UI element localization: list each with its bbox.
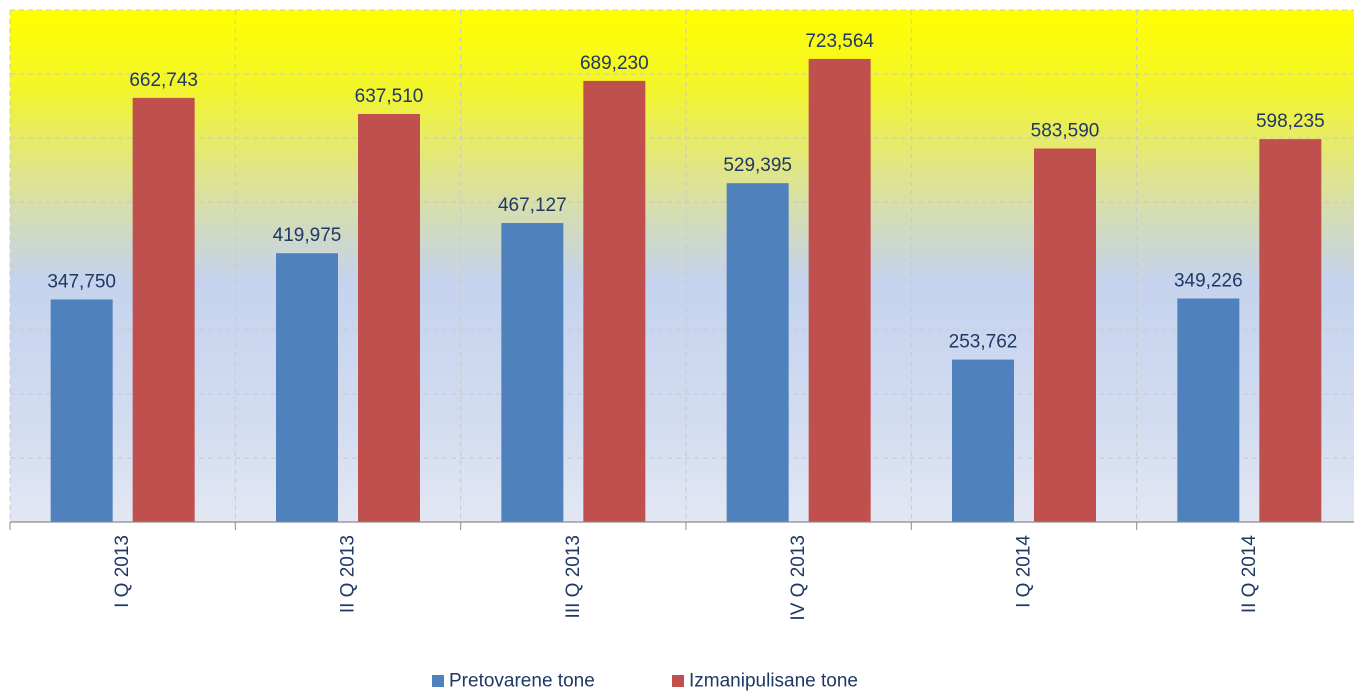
data-label: 529,395 <box>723 155 792 176</box>
bar-izmanipulisane-tone-2 <box>358 113 420 523</box>
data-label: 467,127 <box>498 195 567 216</box>
bar-pretovarene-tone-2 <box>276 253 338 522</box>
data-labels: 347,750 662,743 419,975 637,510 467,127 689,2… <box>47 31 1324 353</box>
data-label: 583,590 <box>1031 121 1100 142</box>
x-tick-label: IV Q 2013 <box>788 535 809 621</box>
x-tick-label: I Q 2013 <box>112 535 133 608</box>
data-label: 689,230 <box>580 53 649 74</box>
bar-pretovarene-tone-3 <box>501 223 564 522</box>
bar-pretovarene-tone-5 <box>952 359 1014 522</box>
data-label: 723,564 <box>805 31 874 52</box>
bar-izmanipulisane-tone-5 <box>1034 148 1096 523</box>
legend-swatch <box>432 675 444 687</box>
x-tick-label: II Q 2014 <box>1239 535 1260 614</box>
bar-izmanipulisane-tone-6 <box>1259 139 1322 523</box>
bar-pretovarene-tone-6 <box>1177 298 1240 522</box>
data-label: 662,743 <box>129 70 198 91</box>
data-label: 637,510 <box>355 86 424 107</box>
data-label: 598,235 <box>1256 111 1325 132</box>
legend-swatch <box>672 675 684 687</box>
data-label: 419,975 <box>273 225 342 246</box>
x-tick-label: II Q 2013 <box>338 535 359 613</box>
x-tick-label: I Q 2014 <box>1014 535 1035 608</box>
x-tick-label: III Q 2013 <box>563 535 584 618</box>
data-label: 349,226 <box>1174 270 1243 291</box>
bar-izmanipulisane-tone-3 <box>583 80 646 523</box>
bar-pretovarene-tone-4 <box>726 183 789 522</box>
data-label: 253,762 <box>949 332 1018 353</box>
bars <box>50 58 1322 523</box>
data-label: 347,750 <box>47 271 116 292</box>
bar-izmanipulisane-tone-4 <box>808 58 871 523</box>
x-axis: I Q 2013 II Q 2013 III Q 2013 IV Q 2013 I Q … <box>9 521 1354 621</box>
legend-label: Izmanipulisane tone <box>689 671 858 692</box>
bar-izmanipulisane-tone-1 <box>132 97 195 522</box>
legend-label: Pretovarene tone <box>449 671 595 692</box>
bar-pretovarene-tone-1 <box>50 299 113 522</box>
legend: Pretovarene tone Izmanipulisane tone <box>432 671 858 692</box>
